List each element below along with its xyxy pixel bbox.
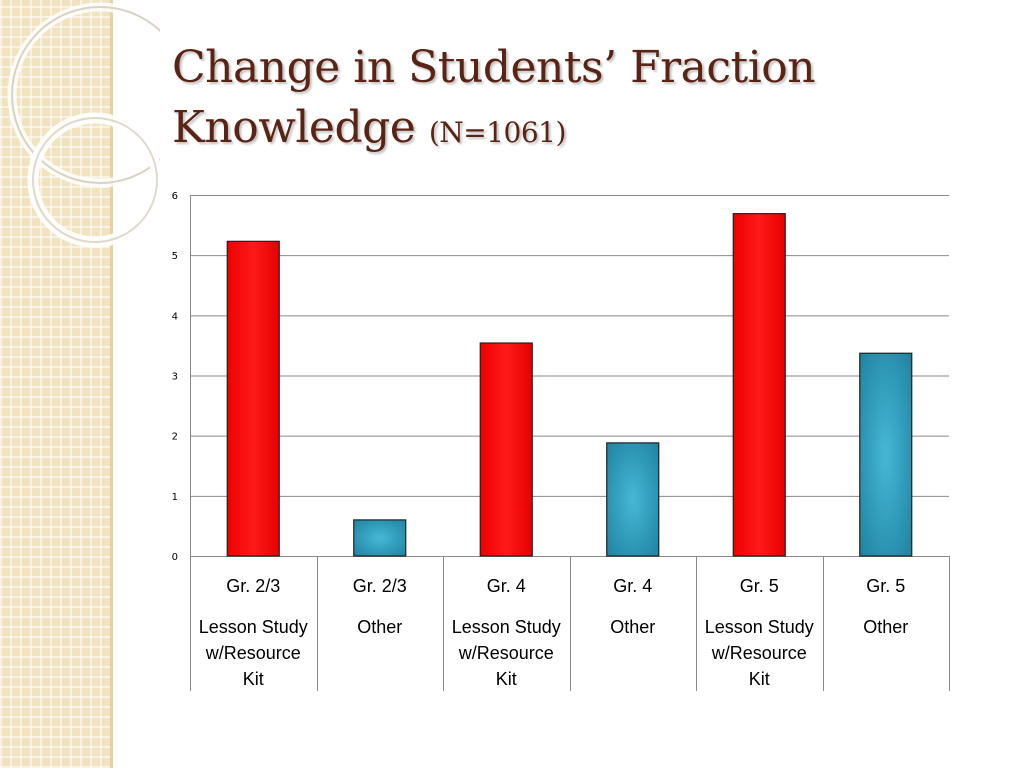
category-grade-label: Gr. 5 — [739, 576, 779, 596]
category-grade-label: Gr. 5 — [866, 576, 906, 596]
bar-chart: 0 1 2 3 4 5 6 — [172, 191, 950, 691]
category-group-line: w/Resource — [205, 643, 301, 663]
category-group-line: Other — [357, 617, 403, 637]
category-group-label: Other — [823, 614, 949, 640]
category-group-line: Kit — [495, 669, 517, 689]
category-group-line: Kit — [242, 669, 264, 689]
title-sample-size: (N=1061) — [428, 116, 567, 149]
category-grade-label: Gr. 4 — [486, 576, 526, 596]
bars — [226, 213, 913, 557]
category-grade-label: Gr. 2/3 — [352, 576, 407, 596]
category-grade-label: Gr. 2/3 — [226, 576, 281, 596]
title-main: Change in Students’ Fraction Knowledge — [172, 42, 816, 153]
category-group-line: Kit — [748, 669, 770, 689]
category-group-line: Other — [610, 617, 656, 637]
y-tick-label: 0 — [172, 552, 178, 563]
category-group-line: Lesson Study — [451, 617, 561, 637]
category-group-line: w/Resource — [711, 643, 807, 663]
category-group-line: Lesson Study — [198, 617, 308, 637]
y-axis-ticks: 0 1 2 3 4 5 6 — [172, 191, 178, 563]
bar-6 — [859, 352, 913, 557]
category-group-line: w/Resource — [458, 643, 554, 663]
y-tick-label: 4 — [172, 311, 178, 322]
category-group-label: Other — [317, 614, 443, 640]
y-tick-label: 5 — [172, 251, 178, 262]
gridlines — [190, 195, 950, 691]
bar-2 — [353, 519, 407, 557]
category-group-line: Lesson Study — [704, 617, 814, 637]
category-group-label: Lesson Study w/Resource Kit — [190, 614, 316, 692]
slide-title: Change in Students’ Fraction Knowledge (… — [172, 38, 1024, 163]
category-group-line: Other — [863, 617, 909, 637]
bar-5 — [732, 213, 786, 557]
bar-1 — [226, 240, 280, 557]
y-tick-label: 6 — [172, 191, 178, 202]
category-group-label: Other — [570, 614, 696, 640]
decorative-side-panel — [0, 0, 160, 768]
bar-3 — [479, 342, 533, 557]
category-group-label: Lesson Study w/Resource Kit — [696, 614, 822, 692]
bar-4 — [606, 442, 660, 557]
y-tick-label: 1 — [172, 492, 178, 503]
y-tick-label: 2 — [172, 432, 178, 443]
y-tick-label: 3 — [172, 372, 178, 383]
category-grade-label: Gr. 4 — [613, 576, 653, 596]
category-group-label: Lesson Study w/Resource Kit — [443, 614, 569, 692]
decorative-circles — [7, 2, 160, 248]
